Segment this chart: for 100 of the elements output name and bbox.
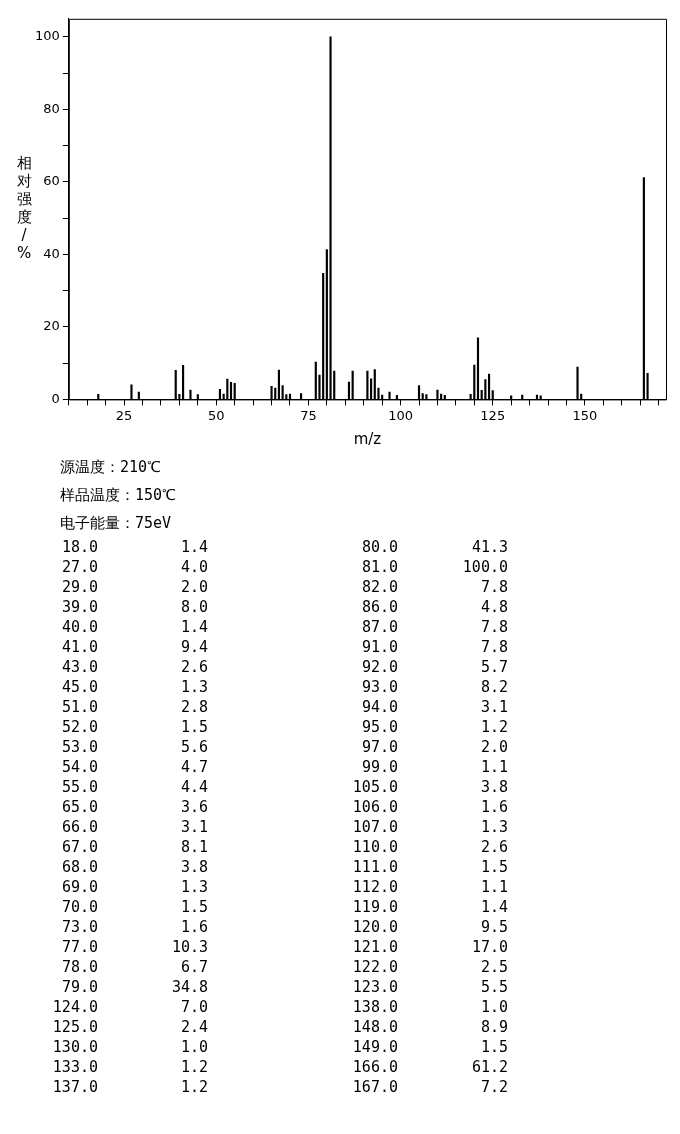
text: 2.0 xyxy=(480,738,508,756)
category-label: 41.0 xyxy=(60,637,98,657)
category-label: 122.0 xyxy=(351,957,398,977)
text: 5.6 xyxy=(180,738,208,756)
category-label: 94.0 xyxy=(360,697,398,717)
category-label: 112.0 xyxy=(351,877,398,897)
category-label: 111.0 xyxy=(351,857,398,877)
category-label: 66.0 xyxy=(60,817,98,837)
category-label: 91.0 xyxy=(360,637,398,657)
text: 1.6 xyxy=(180,918,208,936)
text: 3.8 xyxy=(480,778,508,796)
category-label: 121.0 xyxy=(351,937,398,957)
category-label: 65.0 xyxy=(60,797,98,817)
text: 1.3 xyxy=(480,818,508,836)
y-tick-label: 0 xyxy=(51,390,60,406)
category-label: 125.0 xyxy=(51,1017,98,1037)
category-label: 45.0 xyxy=(60,677,98,697)
x-tick-label: 75 xyxy=(300,407,317,423)
category-label: 93.0 xyxy=(360,677,398,697)
text: 5.7 xyxy=(480,658,508,676)
category-label: 80.0 xyxy=(360,537,398,557)
y-axis-title: 相对强度/% xyxy=(16,153,32,262)
category-label: 73.0 xyxy=(60,917,98,937)
text: 4.0 xyxy=(180,558,208,576)
text: 3.1 xyxy=(480,698,508,716)
y-tick-label: 100 xyxy=(34,28,60,44)
text: 6.7 xyxy=(180,958,208,976)
category-label: 55.0 xyxy=(60,777,98,797)
text: 源温度：210℃ xyxy=(60,457,163,478)
text: 7.8 xyxy=(480,578,508,596)
text: 2.5 xyxy=(480,958,508,976)
text: 7.0 xyxy=(180,998,208,1016)
category-label: 27.0 xyxy=(60,557,98,577)
category-label: 105.0 xyxy=(351,777,398,797)
y-tick-label: 40 xyxy=(43,245,60,261)
category-label: 107.0 xyxy=(351,817,398,837)
text: 3.1 xyxy=(180,818,208,836)
text: 1.3 xyxy=(180,878,208,896)
text: 2.0 xyxy=(180,578,208,596)
category-label: 138.0 xyxy=(351,997,398,1017)
text: 2.6 xyxy=(180,658,208,676)
category-label: 137.0 xyxy=(51,1077,98,1097)
category-label: 86.0 xyxy=(360,597,398,617)
category-label: 99.0 xyxy=(360,757,398,777)
text: 2.4 xyxy=(180,1018,208,1036)
text: 1.4 xyxy=(480,898,508,916)
text: 41.3 xyxy=(471,538,508,556)
text: 61.2 xyxy=(471,1058,508,1076)
category-label: 95.0 xyxy=(360,717,398,737)
text: 1.0 xyxy=(480,998,508,1016)
category-label: 149.0 xyxy=(351,1037,398,1057)
text: 100.0 xyxy=(462,558,508,576)
text: 1.1 xyxy=(480,758,508,776)
text: 9.4 xyxy=(180,638,208,656)
category-label: 77.0 xyxy=(60,937,98,957)
text: 1.5 xyxy=(180,898,208,916)
category-label: 106.0 xyxy=(351,797,398,817)
text: 电子能量：75eV xyxy=(60,513,173,534)
text: 8.2 xyxy=(480,678,508,696)
text: 10.3 xyxy=(171,938,208,956)
text: 4.7 xyxy=(180,758,208,776)
category-label: 18.0 xyxy=(60,537,98,557)
text: 1.1 xyxy=(480,878,508,896)
text: 1.2 xyxy=(480,718,508,736)
text: 5.5 xyxy=(480,978,508,996)
text: 1.4 xyxy=(180,618,208,636)
text: 8.1 xyxy=(180,838,208,856)
y-tick-label: 60 xyxy=(43,173,60,189)
category-label: 130.0 xyxy=(51,1037,98,1057)
text: 7.8 xyxy=(480,638,508,656)
text: 9.5 xyxy=(480,918,508,936)
x-tick-label: 50 xyxy=(207,407,225,423)
x-tick-label: 150 xyxy=(572,407,598,423)
category-label: 110.0 xyxy=(351,837,398,857)
text: 1.2 xyxy=(180,1078,208,1096)
text: 1.5 xyxy=(480,858,508,876)
text: 样品温度：150℃ xyxy=(60,485,178,506)
category-label: 69.0 xyxy=(60,877,98,897)
text: 1.5 xyxy=(480,1038,508,1056)
category-label: 67.0 xyxy=(60,837,98,857)
x-tick-label: 125 xyxy=(480,407,506,423)
category-label: 52.0 xyxy=(60,717,98,737)
text: 7.8 xyxy=(480,618,508,636)
category-label: 43.0 xyxy=(60,657,98,677)
text: 1.3 xyxy=(180,678,208,696)
text: 34.8 xyxy=(171,978,208,996)
category-label: 51.0 xyxy=(60,697,98,717)
category-label: 133.0 xyxy=(51,1057,98,1077)
category-label: 79.0 xyxy=(60,977,98,997)
text: 7.2 xyxy=(480,1078,508,1096)
category-label: 87.0 xyxy=(360,617,398,637)
category-label: 120.0 xyxy=(351,917,398,937)
x-axis-title: m/z xyxy=(353,429,382,448)
x-tick-label: 100 xyxy=(388,407,413,423)
text: 4.8 xyxy=(480,598,508,616)
category-label: 123.0 xyxy=(351,977,398,997)
text: 1.5 xyxy=(180,718,208,736)
category-label: 70.0 xyxy=(60,897,98,917)
category-label: 39.0 xyxy=(60,597,98,617)
text: 3.8 xyxy=(180,858,208,876)
